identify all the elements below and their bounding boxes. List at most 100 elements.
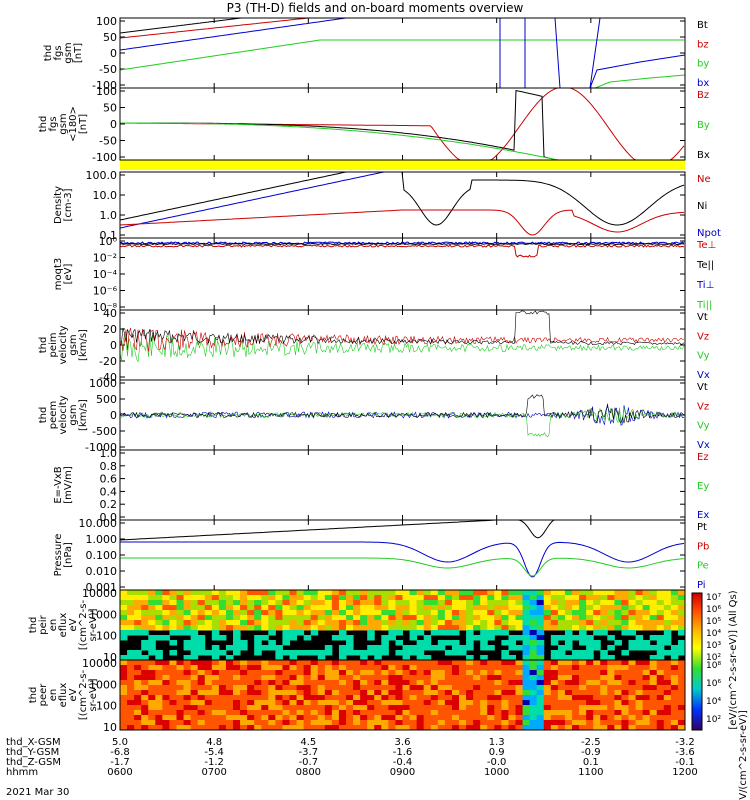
spectrogram-cell: [466, 645, 474, 651]
spectrogram-cell: [388, 670, 396, 676]
spectrogram-cell: [331, 695, 340, 701]
spectrogram-cell: [557, 715, 566, 721]
spectrogram-cell: [148, 670, 156, 676]
spectrogram-cell: [409, 650, 418, 656]
spectrogram-cell: [444, 660, 453, 666]
spectrogram-cell: [374, 720, 382, 726]
spectrogram-cell: [416, 700, 425, 706]
spectrogram-cell: [169, 615, 177, 621]
spectrogram-cell: [656, 705, 665, 711]
y-axis-label-line: en: [48, 619, 59, 632]
spectrogram-cell: [204, 700, 213, 706]
spectrogram-cell: [579, 615, 587, 621]
spectrogram-cell: [233, 710, 241, 716]
spectrogram-cell: [508, 600, 516, 606]
spectrogram-cell: [444, 595, 453, 601]
spectrogram-cell: [423, 675, 432, 681]
spectrogram-cell: [642, 615, 651, 621]
spectrogram-cell: [296, 720, 305, 726]
spectrogram-cell: [670, 595, 679, 601]
spectrogram-cell: [367, 720, 375, 726]
spectrogram-cell: [388, 665, 396, 671]
spectrogram-cell: [225, 685, 234, 691]
spectrogram-cell: [197, 610, 206, 616]
spectrogram-cell: [409, 680, 418, 686]
spectrogram-cell: [395, 705, 403, 711]
spectrogram-cell: [120, 655, 128, 661]
spectrogram-cell: [677, 720, 686, 726]
spectrogram-cell: [677, 640, 686, 646]
spectrogram-cell: [593, 710, 601, 716]
spectrogram-cell: [614, 670, 622, 676]
spectrogram-cell: [324, 680, 333, 686]
spectrogram-cell: [459, 670, 467, 676]
spectrogram-cell: [522, 675, 531, 681]
spectrogram-cell: [564, 645, 573, 651]
spectrogram-cell: [197, 615, 206, 621]
colorbar-tick: 10⁴: [706, 629, 721, 639]
spectrogram-cell: [579, 635, 587, 641]
spectrogram-cell: [564, 695, 573, 701]
spectrogram-cell: [190, 690, 199, 696]
bottom-row-value: -0.9: [581, 747, 601, 758]
y-axis-label-line: Density: [53, 186, 64, 224]
spectrogram-cell: [515, 680, 524, 686]
spectrogram-cell: [656, 720, 665, 726]
spectrogram-cell: [120, 600, 128, 606]
spectrogram-cell: [268, 620, 276, 626]
spectrogram-cell: [211, 595, 220, 601]
spectrogram-cell: [536, 600, 545, 606]
spectrogram-cell: [367, 590, 375, 596]
spectrogram-cell: [466, 685, 474, 691]
spectrogram-cell: [522, 720, 531, 726]
spectrogram-cell: [501, 665, 509, 671]
spectrogram-cell: [381, 700, 389, 706]
spectrogram-cell: [360, 690, 368, 696]
spectrogram-cell: [459, 620, 467, 626]
panel-bg: [120, 18, 685, 88]
spectrogram-cell: [550, 615, 559, 621]
spectrogram-cell: [310, 670, 319, 676]
spectrogram-cell: [360, 595, 368, 601]
spectrogram-cell: [324, 625, 333, 631]
spectrogram-cell: [353, 685, 361, 691]
spectrogram-cell: [346, 590, 354, 596]
spectrogram-cell: [141, 610, 149, 616]
spectrogram-cell: [282, 665, 290, 671]
spectrogram-cell: [536, 675, 545, 681]
spectrogram-cell: [374, 695, 382, 701]
spectrogram-cell: [233, 615, 241, 621]
spectrogram-cell: [388, 630, 396, 636]
spectrogram-cell: [324, 595, 333, 601]
spectrogram-cell: [275, 705, 283, 711]
spectrogram-cell: [120, 670, 128, 676]
spectrogram-cell: [204, 590, 213, 596]
spectrogram-cell: [338, 690, 347, 696]
spectrogram-cell: [635, 670, 644, 676]
spectrogram-cell: [607, 660, 615, 666]
spectrogram-cell: [430, 630, 439, 636]
spectrogram-cell: [480, 640, 488, 646]
spectrogram-cell: [289, 670, 298, 676]
y-tick-label: 100: [96, 15, 117, 28]
spectrogram-cell: [204, 670, 213, 676]
spectrogram-cell: [346, 665, 354, 671]
spectrogram-cell: [268, 675, 276, 681]
spectrogram-cell: [148, 620, 156, 626]
spectrogram-cell: [409, 670, 418, 676]
spectrogram-cell: [466, 690, 474, 696]
spectrogram-cell: [296, 685, 305, 691]
spectrogram-cell: [529, 635, 538, 641]
spectrogram-cell: [289, 725, 298, 731]
spectrogram-cell: [254, 595, 262, 601]
spectrogram-cell: [642, 620, 651, 626]
spectrogram-cell: [190, 715, 199, 721]
spectrogram-cell: [430, 710, 439, 716]
spectrogram-cell: [338, 700, 347, 706]
spectrogram-cell: [642, 665, 651, 671]
spectrogram-cell: [423, 635, 432, 641]
spectrogram-cell: [459, 710, 467, 716]
spectrogram-cell: [346, 725, 354, 731]
spectrogram-cell: [593, 700, 601, 706]
spectrogram-cell: [261, 675, 269, 681]
